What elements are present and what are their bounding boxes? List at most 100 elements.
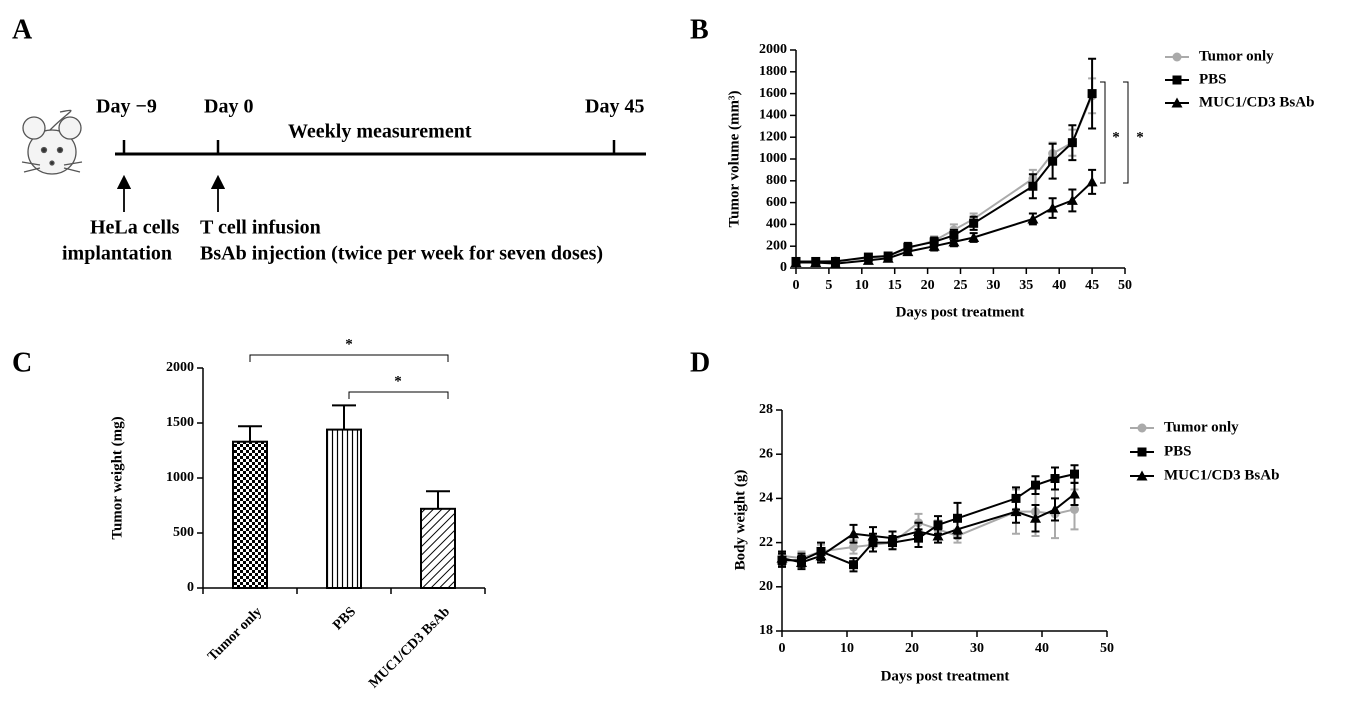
marker [1172,75,1182,85]
marker [1137,447,1147,457]
marker [969,218,979,228]
panel-label: C [12,347,32,378]
marker [953,513,962,523]
x-tick-label: 40 [1035,641,1049,656]
x-tick-label: 20 [921,278,935,293]
error-bar [238,425,262,442]
x-tick-label: 0 [779,641,786,656]
legend-label: MUC1/CD3 BsAb [1199,94,1314,110]
marker [928,240,940,251]
marker [829,258,841,269]
significance-bracket [1123,81,1129,184]
marker [862,254,874,265]
panel-label: B [690,14,709,45]
y-tick-label: 18 [759,623,773,638]
marker [948,236,960,247]
y-tick-label: 200 [766,238,787,253]
marker [849,560,858,570]
y-tick-label: 28 [759,402,773,417]
x-tick-label: 5 [825,278,832,293]
y-tick-label: 400 [766,217,787,232]
x-tick-label: MUC1/CD3 BsAb [366,604,453,691]
x-tick-label: 10 [855,278,869,293]
marker [1050,474,1060,484]
panel-label: D [690,347,710,378]
event-text: HeLa cells [90,217,180,239]
y-tick-label: 500 [173,525,194,540]
legend-label: Tumor only [1164,419,1239,435]
series-line [796,181,1093,265]
marker [902,246,914,257]
marker [1070,504,1079,514]
marker [932,530,944,541]
significance-label: * [1136,129,1144,145]
x-tick-label: 30 [986,278,1000,293]
y-tick-label: 26 [759,446,773,461]
y-tick-label: 1500 [166,415,194,430]
marker [913,526,924,537]
bar [420,507,456,589]
y-axis-label: Tumor volume (mm³) [726,91,742,228]
marker [1047,202,1059,213]
marker [1066,194,1078,205]
y-tick-label: 1800 [759,64,787,79]
x-tick-label: 50 [1100,641,1114,656]
y-tick-label: 600 [766,195,787,210]
x-tick-label: 35 [1019,278,1033,293]
marker [949,230,959,240]
x-tick-label: 50 [1118,278,1132,293]
marker [968,231,980,242]
y-tick-label: 0 [780,260,787,275]
x-tick-label: 45 [1085,278,1099,293]
legend-label: PBS [1199,71,1227,87]
y-axis-label: Tumor weight (mg) [109,416,125,539]
timeline-marker: Day −9 [96,96,157,118]
x-tick-label: 40 [1052,278,1066,293]
timeline-marker: Day 45 [585,96,644,118]
marker [810,257,822,268]
y-tick-label: 24 [759,491,773,506]
marker [1067,138,1077,148]
y-axis-label: Body weight (g) [732,470,748,571]
marker [952,523,963,534]
x-tick-label: PBS [330,604,359,633]
significance-label: * [345,336,353,352]
y-tick-label: 2000 [759,42,787,57]
marker [1137,423,1147,433]
x-tick-label: Tumor only [205,604,265,664]
significance-label: * [394,373,402,389]
legend-label: MUC1/CD3 BsAb [1164,467,1279,483]
event-text: implantation [62,243,172,265]
marker [1027,213,1039,224]
marker [933,520,943,530]
series-line [795,95,1094,264]
y-tick-label: 1200 [759,129,787,144]
event-text: T cell infusion [200,217,321,239]
significance-bracket [249,354,449,362]
x-tick-label: 15 [888,278,902,293]
legend-label: Tumor only [1199,48,1274,64]
marker [1171,97,1183,108]
y-tick-label: 1000 [166,470,194,485]
error-bar [332,404,356,430]
marker [1049,503,1061,514]
marker [867,530,879,541]
mouse-icon [21,109,83,175]
y-tick-label: 22 [759,535,773,550]
panel-label: A [12,14,33,45]
marker [1069,488,1080,499]
x-tick-label: 30 [970,641,984,656]
y-tick-label: 1400 [759,108,787,123]
bar [326,428,362,589]
marker [1011,493,1021,503]
y-tick-label: 20 [759,579,773,594]
significance-label: * [1112,129,1120,145]
x-tick-label: 20 [905,641,919,656]
marker [776,552,788,563]
marker [882,252,894,263]
marker [1048,156,1058,166]
significance-bracket [348,391,449,399]
y-tick-label: 1600 [759,86,787,101]
timeline-marker: Day 0 [204,96,253,118]
